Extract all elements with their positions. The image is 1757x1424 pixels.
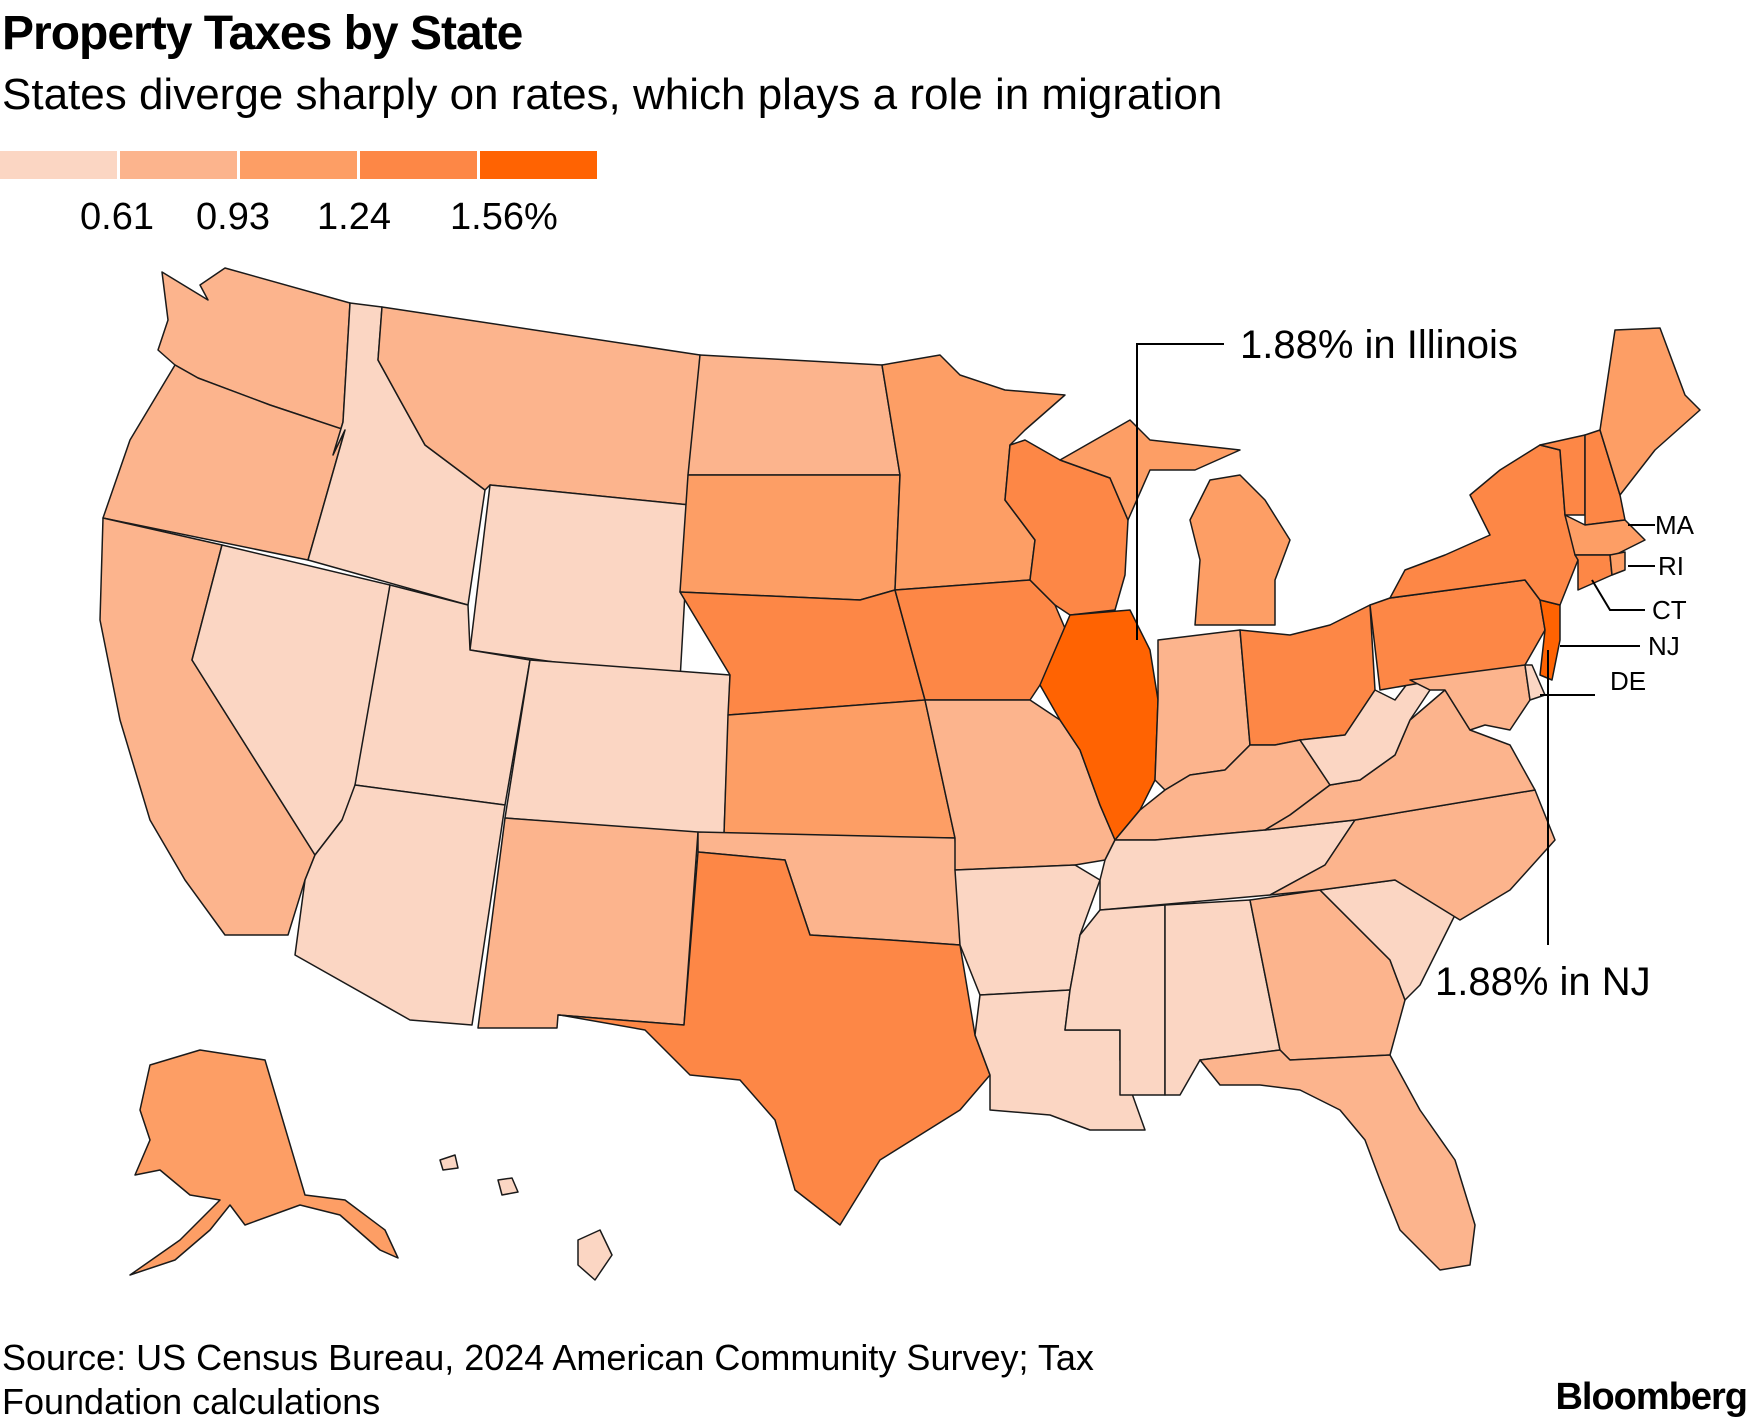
legend-swatch-3 — [240, 151, 357, 179]
state-south-dakota[interactable] — [679, 474, 901, 601]
label-ma: MA — [1655, 510, 1695, 540]
legend-swatch-2 — [120, 151, 237, 179]
state-hawaii-maui[interactable] — [497, 1177, 519, 1196]
bloomberg-logo: Bloomberg — [1555, 1376, 1748, 1418]
legend-tick-1: 0.61 — [80, 196, 154, 238]
legend-swatch-5 — [480, 151, 597, 179]
legend-tick-2: 0.93 — [196, 196, 270, 238]
state-hawaii-oahu[interactable] — [439, 1154, 459, 1171]
state-rhode-island[interactable] — [1609, 551, 1626, 576]
source-note: Source: US Census Bureau, 2024 American … — [2, 1337, 1094, 1422]
state-arizona[interactable] — [294, 784, 506, 1026]
state-maine[interactable] — [1599, 327, 1701, 496]
illinois-callout: 1.88% in Illinois — [1240, 323, 1518, 367]
legend-swatch-1 — [0, 151, 117, 179]
state-north-dakota[interactable] — [687, 354, 901, 476]
state-new-jersey[interactable] — [1539, 599, 1561, 681]
state-michigan-lower[interactable] — [1189, 474, 1291, 626]
state-new-mexico[interactable] — [477, 817, 699, 1029]
state-mississippi[interactable] — [1064, 904, 1166, 1096]
state-colorado[interactable] — [504, 659, 731, 836]
legend-swatch-4 — [360, 151, 477, 179]
state-wyoming[interactable] — [469, 484, 691, 681]
label-de: DE — [1610, 666, 1646, 696]
chart-title: Property Taxes by State — [2, 7, 523, 60]
label-ri: RI — [1658, 551, 1684, 581]
legend-tick-4: 1.56% — [450, 196, 558, 238]
state-kansas[interactable] — [723, 699, 956, 839]
state-north-carolina[interactable] — [1269, 789, 1556, 921]
label-ct: CT — [1652, 595, 1687, 625]
state-hawaii[interactable] — [577, 1229, 613, 1281]
state-alaska[interactable] — [129, 1049, 399, 1276]
state-texas[interactable] — [557, 851, 991, 1226]
color-legend — [0, 151, 597, 179]
ct-leader — [1591, 579, 1645, 611]
chart-subtitle: States diverge sharply on rates, which p… — [2, 70, 1223, 119]
legend-tick-3: 1.24 — [317, 196, 391, 238]
us-map: 1.88% in Illinois 1.88% in NJ MA RI CT N… — [99, 267, 1701, 1281]
state-new-york[interactable] — [1389, 444, 1579, 606]
state-vermont[interactable] — [1539, 434, 1586, 516]
state-connecticut[interactable] — [1574, 554, 1613, 591]
label-nj: NJ — [1648, 631, 1680, 661]
state-florida[interactable] — [1199, 1049, 1476, 1271]
illinois-callout-line — [1136, 343, 1224, 640]
nj-callout: 1.88% in NJ — [1435, 960, 1651, 1004]
